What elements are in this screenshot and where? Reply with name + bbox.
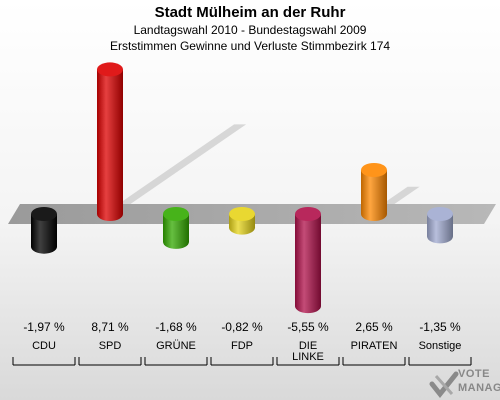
logo-text-vote: VOTE — [458, 368, 490, 380]
category-label-1: SPD — [99, 340, 122, 352]
bar-top-cap — [295, 207, 321, 221]
bar-body — [295, 214, 321, 307]
bar-body — [361, 170, 387, 214]
category-label-4-line1: LINKE — [292, 351, 324, 363]
value-label-2: -1,68 % — [155, 320, 197, 334]
category-label-5: PIRATEN — [351, 340, 398, 352]
bar-grüne — [163, 207, 189, 249]
bar-piraten — [361, 163, 387, 221]
bar-top-cap — [31, 207, 57, 221]
vote-manager-logo-icon — [429, 371, 459, 398]
value-label-6: -1,35 % — [419, 320, 461, 334]
value-label-5: 2,65 % — [355, 320, 393, 334]
bar-die-linke — [295, 207, 321, 314]
value-label-3: -0,82 % — [221, 320, 263, 334]
bar-fdp — [229, 207, 255, 235]
chart-subtitle: Landtagswahl 2010 - Bundestagswahl 2009 — [133, 23, 367, 37]
chart-title: Stadt Mülheim an der Ruhr — [154, 4, 346, 21]
bar-top-cap — [427, 207, 453, 221]
bar-cdu — [31, 207, 57, 254]
bar-sonstige — [427, 207, 453, 244]
value-label-0: -1,97 % — [23, 320, 65, 334]
bar-shadow-1 — [104, 124, 247, 214]
bar-spd — [97, 62, 123, 221]
bar-top-cap — [97, 62, 123, 77]
logo-text-manager: MANAGER — [458, 382, 500, 394]
bar-top-cap — [163, 207, 189, 221]
value-label-4: -5,55 % — [287, 320, 329, 334]
bars — [31, 62, 453, 314]
category-label-4-line0: DIE — [299, 340, 317, 352]
bar-top-cap — [361, 163, 387, 178]
chart-subtitle-2: Erststimmen Gewinne und Verluste Stimmbe… — [109, 39, 391, 53]
bar-body — [97, 69, 123, 214]
category-label-2: GRÜNE — [156, 340, 196, 352]
category-label-0: CDU — [32, 340, 56, 352]
value-labels: -1,97 % 8,71 % -1,68 % -0,82 % -5,55 % 2,65 %… — [23, 320, 461, 334]
value-label-1: 8,71 % — [91, 320, 129, 334]
bar-top-cap — [229, 207, 255, 221]
category-label-3: FDP — [231, 340, 253, 352]
category-label-6: Sonstige — [419, 340, 462, 352]
